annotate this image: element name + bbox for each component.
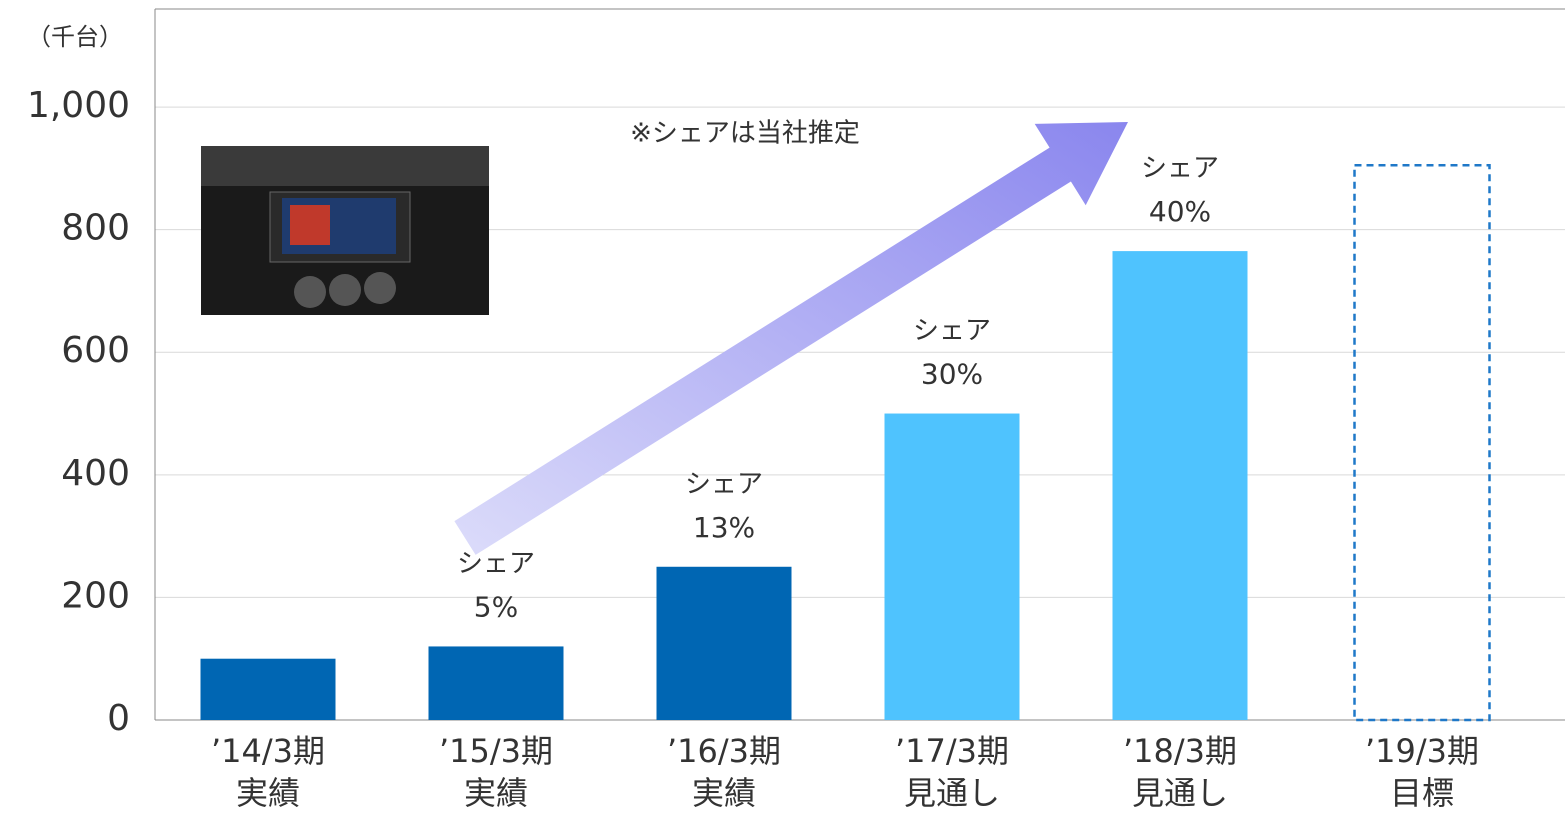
bar xyxy=(1353,164,1491,722)
share-title: シェア xyxy=(457,549,535,579)
y-tick-label: 1,000 xyxy=(27,85,130,126)
y-tick-label: 400 xyxy=(61,453,130,494)
unit-label: （千台） xyxy=(27,23,123,51)
photo xyxy=(201,146,489,315)
y-tick-label: 200 xyxy=(61,575,130,616)
bar xyxy=(428,646,564,720)
x-tick-label: ’15/3期 xyxy=(439,732,553,770)
x-tick-label: ’14/3期 xyxy=(211,732,325,770)
share-label: 5% xyxy=(474,590,518,623)
trend-arrow xyxy=(454,122,1128,555)
x-tick-sublabel: 実績 xyxy=(464,774,528,812)
share-label: 40% xyxy=(1149,195,1211,228)
share-label: 30% xyxy=(921,358,983,391)
x-tick-sublabel: 実績 xyxy=(236,774,300,812)
note: ※シェアは当社推定 xyxy=(630,119,860,149)
y-tick-label: 600 xyxy=(61,330,130,371)
share-title: シェア xyxy=(685,469,763,499)
x-tick-sublabel: 実績 xyxy=(692,774,756,812)
x-tick-sublabel: 見通し xyxy=(1132,774,1228,812)
x-tick-label: ’18/3期 xyxy=(1123,732,1237,770)
y-tick-label: 0 xyxy=(107,698,130,739)
y-tick-label: 800 xyxy=(61,208,130,249)
bar xyxy=(884,413,1020,720)
share-title: シェア xyxy=(1141,154,1219,184)
x-tick-label: ’16/3期 xyxy=(667,732,781,770)
bar xyxy=(656,566,792,720)
x-tick-label: ’17/3期 xyxy=(895,732,1009,770)
x-tick-label: ’19/3期 xyxy=(1365,732,1479,770)
x-tick-sublabel: 見通し xyxy=(904,774,1000,812)
share-title: シェア xyxy=(913,316,991,346)
bar xyxy=(1112,251,1248,720)
x-tick-sublabel: 目標 xyxy=(1390,774,1454,812)
share-label: 13% xyxy=(693,511,755,544)
bar xyxy=(200,658,336,720)
